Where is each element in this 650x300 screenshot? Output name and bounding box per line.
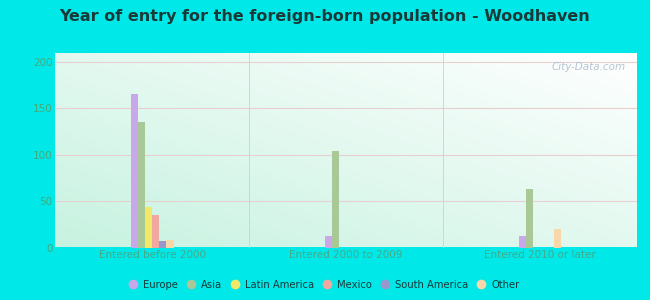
Bar xyxy=(519,236,526,247)
Bar xyxy=(526,189,533,248)
Bar xyxy=(138,122,145,248)
Bar xyxy=(554,229,562,248)
Bar xyxy=(325,236,332,247)
Text: Year of entry for the foreign-born population - Woodhaven: Year of entry for the foreign-born popul… xyxy=(60,9,590,24)
Text: City-Data.com: City-Data.com xyxy=(551,62,625,72)
Bar xyxy=(332,151,339,248)
Bar xyxy=(166,240,174,247)
Bar xyxy=(152,215,159,248)
Bar xyxy=(131,94,138,248)
Legend: Europe, Asia, Latin America, Mexico, South America, Other: Europe, Asia, Latin America, Mexico, Sou… xyxy=(126,275,524,293)
Bar xyxy=(145,207,152,248)
Bar xyxy=(159,241,166,247)
